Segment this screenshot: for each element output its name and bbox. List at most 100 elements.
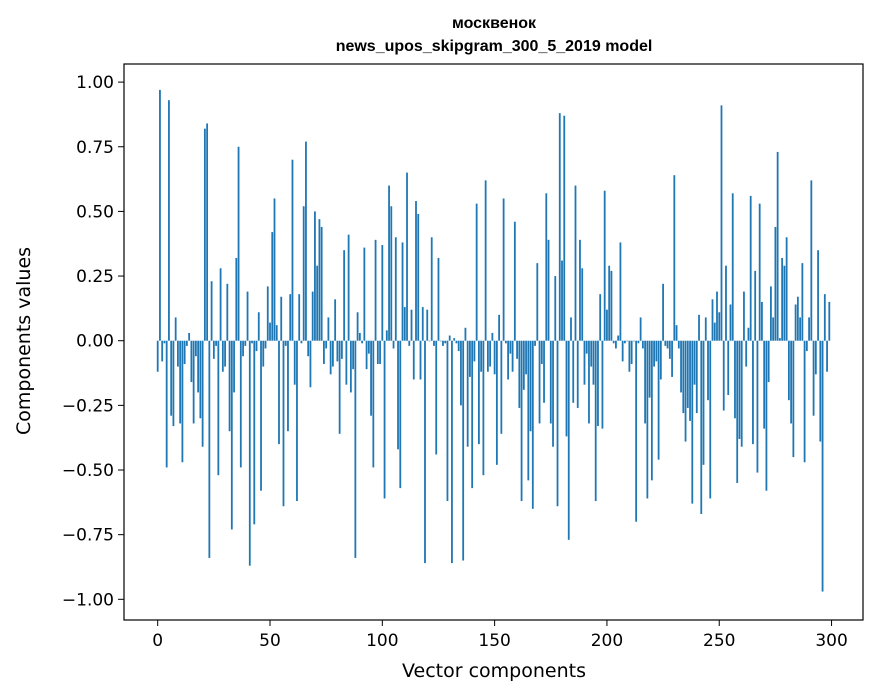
- bar-96: [372, 340, 375, 468]
- bar-91: [361, 340, 363, 344]
- bar-257: [734, 340, 736, 419]
- bar-160: [516, 340, 518, 359]
- bar-1: [159, 89, 161, 341]
- bar-76: [327, 317, 330, 341]
- bar-219: [648, 340, 651, 398]
- bar-181: [563, 115, 566, 341]
- bar-224: [659, 340, 662, 380]
- x-axis-label: Vector components: [402, 660, 586, 682]
- bar-43: [253, 340, 256, 525]
- bar-147: [486, 340, 489, 372]
- bar-182: [565, 340, 568, 437]
- bar-44: [255, 340, 258, 352]
- bar-260: [740, 340, 743, 447]
- bar-137: [464, 327, 467, 341]
- bar-251: [720, 105, 723, 341]
- bar-166: [529, 340, 532, 432]
- bar-112: [408, 340, 411, 346]
- bar-133: [455, 340, 458, 344]
- bar-256: [731, 193, 734, 341]
- bar-278: [781, 257, 784, 341]
- bar-232: [677, 340, 680, 349]
- bar-64: [300, 340, 303, 344]
- y-tick-label: 0.00: [76, 332, 114, 352]
- bar-123: [433, 340, 435, 346]
- bar-171: [540, 340, 543, 364]
- bar-54: [278, 340, 280, 445]
- bar-60: [291, 159, 294, 341]
- bar-214: [637, 340, 640, 344]
- bar-152: [498, 314, 501, 341]
- bar-107: [397, 340, 399, 450]
- bar-288: [803, 340, 806, 463]
- bar-272: [767, 340, 770, 383]
- bar-210: [628, 340, 631, 372]
- bar-103: [388, 185, 390, 341]
- bar-211: [630, 340, 633, 364]
- bar-70: [314, 211, 316, 341]
- bar-33: [230, 340, 233, 530]
- bar-259: [738, 340, 741, 439]
- bar-172: [543, 340, 545, 403]
- bar-283: [792, 340, 795, 458]
- bar-238: [691, 340, 694, 504]
- bar-158: [511, 340, 514, 372]
- bar-228: [668, 340, 671, 359]
- bar-9: [177, 340, 179, 367]
- bar-71: [316, 265, 319, 341]
- bar-248: [713, 322, 716, 341]
- bar-227: [666, 340, 669, 349]
- bar-298: [826, 340, 828, 372]
- bar-188: [579, 239, 581, 341]
- bar-195: [594, 340, 597, 502]
- bar-40: [246, 291, 249, 341]
- bar-79: [334, 299, 337, 341]
- bar-245: [707, 340, 709, 401]
- bar-140: [471, 340, 474, 489]
- bar-159: [513, 221, 516, 341]
- bar-102: [385, 330, 388, 341]
- bar-192: [588, 340, 590, 424]
- bar-144: [480, 340, 483, 372]
- bar-95: [370, 340, 372, 416]
- bar-280: [785, 237, 788, 341]
- bar-239: [693, 340, 696, 385]
- bar-21: [203, 128, 206, 341]
- bar-250: [718, 312, 721, 341]
- bar-121: [428, 340, 431, 342]
- bar-153: [500, 340, 503, 434]
- bar-11: [181, 340, 184, 463]
- bar-254: [727, 340, 730, 396]
- bar-225: [662, 283, 664, 341]
- bar-139: [469, 340, 471, 377]
- bar-99: [379, 340, 381, 364]
- x-tick-label: 300: [815, 631, 847, 651]
- bar-276: [776, 151, 779, 341]
- bar-42: [251, 340, 253, 344]
- bar-204: [615, 340, 617, 349]
- bar-151: [495, 340, 498, 465]
- bar-294: [817, 250, 819, 341]
- bar-241: [698, 314, 700, 341]
- bar-50: [269, 322, 271, 341]
- bar-277: [778, 338, 781, 341]
- bar-66: [305, 141, 307, 341]
- bar-87: [352, 340, 355, 370]
- bar-218: [646, 340, 649, 499]
- bar-97: [374, 239, 377, 341]
- bar-111: [406, 172, 408, 341]
- y-tick-label: −1.00: [62, 590, 114, 610]
- bar-264: [749, 195, 752, 341]
- bar-10: [179, 340, 182, 424]
- bar-62: [296, 340, 298, 502]
- bar-130: [448, 335, 451, 341]
- bar-255: [729, 304, 732, 341]
- bar-88: [354, 340, 357, 558]
- bar-258: [736, 340, 739, 483]
- bar-297: [823, 294, 826, 341]
- bar-295: [819, 340, 822, 442]
- bar-75: [325, 340, 328, 349]
- bar-127: [442, 340, 444, 346]
- bar-286: [799, 317, 802, 341]
